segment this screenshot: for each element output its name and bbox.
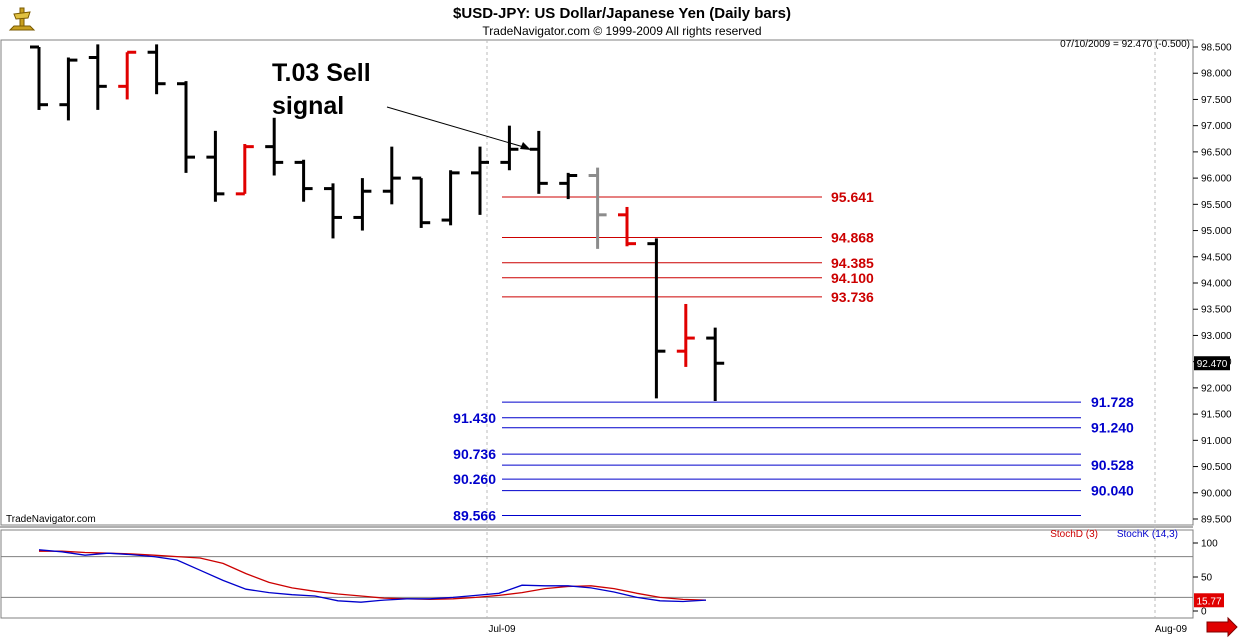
logo-icon xyxy=(8,7,36,31)
support-label: 89.566 xyxy=(453,508,496,524)
y-tick-label: 96.000 xyxy=(1201,174,1232,185)
last-price-box xyxy=(1194,356,1230,371)
resistance-label: 94.868 xyxy=(831,229,874,245)
support-label: 90.736 xyxy=(453,446,496,462)
y-tick-label: 92.000 xyxy=(1201,383,1232,394)
ohlc-bar xyxy=(412,176,431,228)
price-axis: 89.50090.00090.50091.00091.50092.00092.5… xyxy=(1193,43,1232,526)
y-tick-label: 90.000 xyxy=(1201,488,1232,499)
ohlc-bars xyxy=(30,44,725,401)
y-tick-label: 93.000 xyxy=(1201,331,1232,342)
support-label: 91.728 xyxy=(1091,394,1134,410)
support-label: 90.040 xyxy=(1091,483,1134,499)
ohlc-bar xyxy=(441,170,460,226)
y-tick-label: 95.000 xyxy=(1201,226,1232,237)
stochastic-axis: 100 50 015.77 xyxy=(1,539,1224,618)
y-tick-label: 93.500 xyxy=(1201,305,1232,316)
stoch-k-line xyxy=(38,549,707,603)
ohlc-bar xyxy=(147,44,166,95)
resistance-label: 94.100 xyxy=(831,270,874,286)
annotation-line-2: signal xyxy=(272,92,344,120)
ohlc-bar xyxy=(88,44,107,110)
ohlc-bar xyxy=(529,130,548,194)
stochastic-lines xyxy=(38,549,707,603)
ohlc-bar xyxy=(265,117,284,176)
ohlc-bar xyxy=(382,146,401,205)
stoch-tick-label: 0 xyxy=(1201,607,1207,618)
support-label: 91.430 xyxy=(453,410,496,426)
ohlc-bar xyxy=(235,144,254,196)
ohlc-bar xyxy=(206,130,225,202)
watermark: TradeNavigator.com xyxy=(6,514,96,525)
ohlc-bar xyxy=(30,45,48,110)
ohlc-bar xyxy=(118,50,137,100)
legend-stoch-d: StochD (3) xyxy=(1050,529,1098,540)
price-readout: 07/10/2009 = 92.470 (-0.500) xyxy=(1060,39,1190,50)
y-tick-label: 96.500 xyxy=(1201,147,1232,158)
ohlc-bar xyxy=(177,81,195,173)
stoch-last-box xyxy=(1194,593,1224,608)
y-tick-label: 97.000 xyxy=(1201,121,1232,132)
scroll-right-icon[interactable] xyxy=(1206,616,1238,638)
resistance-label: 94.385 xyxy=(831,255,874,271)
y-tick-label: 98.500 xyxy=(1201,43,1232,54)
ohlc-bar xyxy=(618,206,636,247)
x-tick-label: Jul-09 xyxy=(488,624,516,635)
stoch-tick-label: 50 xyxy=(1201,573,1213,584)
y-tick-label: 94.000 xyxy=(1201,279,1232,290)
stoch-d-line xyxy=(39,550,707,601)
y-tick-label: 95.500 xyxy=(1201,200,1232,211)
ohlc-bar xyxy=(588,167,607,249)
ohlc-bar xyxy=(676,303,695,367)
resistance-label: 93.736 xyxy=(831,289,874,305)
ohlc-bar xyxy=(706,327,725,401)
support-label: 90.260 xyxy=(453,471,496,487)
stochastic-panel[interactable] xyxy=(0,529,1194,619)
annotation-arrow-line xyxy=(386,106,528,149)
stoch-tick-label: 100 xyxy=(1201,539,1218,550)
x-tick-label: Aug-09 xyxy=(1155,624,1188,635)
support-label: 90.528 xyxy=(1091,457,1134,473)
y-tick-label: 91.000 xyxy=(1201,436,1232,447)
ohlc-bar xyxy=(353,178,372,231)
last-price-label: 92.470 xyxy=(1197,359,1228,370)
chart-title: $USD-JPY: US Dollar/Japanese Yen (Daily … xyxy=(453,5,791,22)
y-tick-label: 94.500 xyxy=(1201,252,1232,263)
y-tick-label: 91.500 xyxy=(1201,410,1232,421)
price-panel[interactable] xyxy=(0,39,1194,526)
y-tick-label: 89.500 xyxy=(1201,515,1232,526)
arrow-head-icon xyxy=(520,142,531,150)
legend-stoch-k: StochK (14,3) xyxy=(1117,529,1178,540)
y-tick-label: 90.500 xyxy=(1201,462,1232,473)
support-label: 91.240 xyxy=(1091,420,1134,436)
ohlc-bar xyxy=(294,159,313,202)
y-tick-label: 98.000 xyxy=(1201,69,1232,80)
copyright-text: TradeNavigator.com © 1999-2009 All right… xyxy=(482,24,761,38)
annotation-line-1: T.03 Sell xyxy=(272,59,371,87)
ohlc-bar xyxy=(647,238,666,399)
ohlc-bar xyxy=(324,183,342,239)
stoch-last-label: 15.77 xyxy=(1196,596,1221,607)
ohlc-bar xyxy=(500,125,519,171)
resistance-label: 95.641 xyxy=(831,189,874,205)
ohlc-bar xyxy=(471,146,489,215)
y-tick-label: 97.500 xyxy=(1201,95,1232,106)
ohlc-bar xyxy=(559,172,578,200)
ohlc-bar xyxy=(59,57,78,121)
